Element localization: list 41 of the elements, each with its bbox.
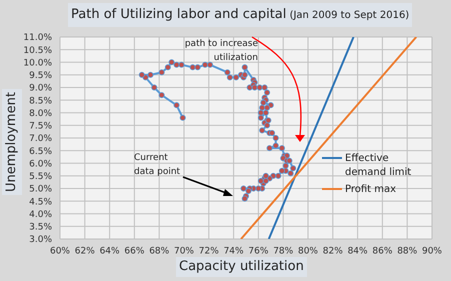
x-tick-label: 82%	[322, 246, 344, 256]
x-tick-label: 84%	[348, 246, 368, 256]
y-tick-label: 7.5%	[29, 122, 52, 132]
y-tick-label: 4.0%	[29, 210, 52, 220]
chart-subtitle: (Jan 2009 to Sept 2016)	[288, 10, 410, 21]
x-tick-label: 74%	[224, 246, 244, 256]
x-tick-label: 62%	[74, 246, 96, 256]
y-tick-label: 9.5%	[29, 71, 52, 82]
x-tick-label: 70%	[174, 246, 194, 256]
y-tick-label: 6.5%	[29, 146, 52, 157]
x-tick-label: 78%	[273, 246, 294, 256]
y-tick-label: 7.0%	[29, 134, 52, 144]
x-tick-label: 66%	[124, 246, 145, 256]
x-tick-label: 86%	[372, 246, 393, 256]
x-tick-label: 90%	[422, 246, 442, 256]
y-tick-label: 10.5%	[23, 46, 52, 56]
annotation: Current data point	[134, 152, 182, 179]
y-tick-label: 5.5%	[29, 172, 52, 182]
x-tick-label: 76%	[248, 246, 269, 256]
y-tick-label: 8.5%	[29, 96, 52, 106]
y-tick-label: 6.0%	[29, 159, 52, 170]
y-tick-label: 10.0%	[23, 58, 52, 68]
y-tick-label: 5.0%	[29, 184, 52, 195]
y-tick-label: 4.5%	[29, 197, 52, 208]
y-tick-label: 8.0%	[29, 108, 52, 119]
x-tick-label: 60%	[50, 246, 70, 256]
x-tick-label: 72%	[198, 246, 220, 256]
x-tick-label: 80%	[298, 246, 318, 256]
y-tick-label: 9.0%	[29, 84, 52, 94]
y-axis-title: Unemployment	[2, 89, 22, 195]
legend-label: Effective demand limit	[345, 152, 412, 180]
y-tick-label: 3.0%	[29, 235, 52, 246]
x-tick-label: 88%	[397, 246, 418, 256]
annotation: path to increase utilization	[184, 38, 258, 65]
x-tick-label: 64%	[100, 246, 120, 256]
x-tick-label: 68%	[149, 246, 170, 256]
y-tick-label: 3.5%	[29, 222, 52, 233]
y-tick-label: 11.0%	[23, 33, 52, 44]
chart-title: Path of Utilizing labor and capital	[71, 7, 286, 22]
x-axis-title: Capacity utilization	[176, 257, 307, 277]
legend-label: Profit max	[345, 183, 396, 197]
